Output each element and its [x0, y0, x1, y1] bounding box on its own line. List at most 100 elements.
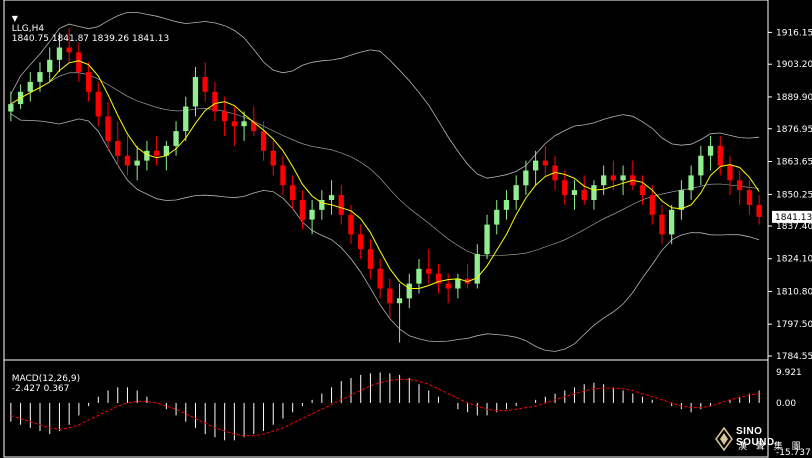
candle [328, 180, 335, 215]
candle-body [746, 190, 753, 205]
candle-body [562, 180, 568, 196]
candle [727, 155, 733, 196]
candle [56, 32, 63, 73]
candle [270, 140, 276, 176]
logo-text-en: SINO SOUND [736, 426, 775, 448]
candle [202, 62, 208, 102]
candle-body [328, 195, 335, 200]
candle-body [523, 170, 529, 186]
candle-body [27, 81, 33, 92]
chart-header: ▼ LLG,H4 1840.75 1841.87 1839.26 1841.13 [6, 4, 169, 44]
candle [367, 239, 374, 279]
candle-body [659, 214, 665, 235]
candle [183, 96, 189, 141]
y-tick-label: 1824.10 [776, 255, 812, 265]
candle [105, 101, 111, 151]
candle-body [698, 155, 704, 176]
y-tick-label: 1797.50 [776, 320, 812, 330]
candle-body [95, 91, 101, 117]
bollinger-lower-band [10, 113, 760, 352]
collapse-triangle-icon[interactable]: ▼ [11, 14, 18, 23]
candle-body [377, 268, 383, 289]
candle [630, 160, 636, 191]
candle-body [299, 200, 305, 220]
candle-body [231, 121, 237, 127]
candle-body [144, 150, 150, 161]
candle-body [56, 47, 63, 60]
candle-body [47, 59, 53, 73]
candle-body [115, 141, 121, 156]
candle-body [348, 214, 354, 235]
candle [37, 62, 43, 92]
logo-diamond-icon [715, 426, 733, 452]
y-tick-label: 1837.40 [776, 222, 812, 232]
candle [542, 145, 548, 176]
candle [260, 121, 267, 161]
candle [27, 72, 33, 102]
candle-body [134, 160, 140, 166]
macd-y-tick-label: -15.737 [776, 448, 811, 458]
candle-body [241, 121, 247, 127]
candle-body [319, 200, 325, 210]
candle-body [601, 175, 607, 186]
candle-body [756, 204, 762, 217]
candle [231, 106, 237, 146]
bollinger-bands [10, 12, 760, 352]
candle-body [678, 190, 684, 210]
y-tick-label: 1916.15 [776, 28, 812, 38]
candle [154, 136, 160, 166]
y-tick-label: 1863.65 [776, 157, 812, 167]
candle [8, 91, 14, 122]
candle-body [533, 160, 539, 171]
candle-body [688, 175, 694, 191]
candle-body [620, 175, 626, 181]
candle-body [105, 116, 111, 141]
candle [707, 136, 714, 171]
candle-body [717, 145, 723, 166]
candle [299, 190, 305, 230]
candle [669, 204, 675, 245]
candle-body [85, 72, 92, 92]
macd-y-tick-label: 0.00 [776, 399, 796, 409]
candle [445, 273, 451, 304]
candle [620, 165, 626, 196]
candle-body [192, 77, 199, 107]
candle-body [426, 268, 432, 274]
current-price-tag [772, 210, 812, 223]
candle [523, 160, 529, 196]
y-tick-label: 1810.80 [776, 287, 812, 297]
candle-body [202, 77, 208, 92]
candle [746, 180, 753, 215]
candle [464, 263, 471, 289]
candle-body [406, 283, 412, 299]
candle-body [571, 190, 578, 195]
candle-body [260, 131, 267, 151]
candle [494, 199, 500, 235]
macd-y-tick-label: 9.921 [776, 368, 802, 378]
candle-body [591, 185, 597, 200]
candle-body [513, 185, 519, 200]
macd-panel-frame [3, 359, 769, 458]
candle [396, 283, 403, 343]
candle [562, 170, 568, 205]
candle-body [309, 209, 315, 220]
candle [591, 180, 597, 210]
candle [688, 165, 694, 200]
candle [319, 190, 325, 220]
candle-body [37, 72, 43, 82]
candle-body [445, 283, 451, 289]
candle-body [66, 47, 72, 53]
candle [358, 224, 364, 259]
candle [581, 175, 587, 205]
sino-sound-logo: SINO SOUND 漢 聲 集 團 [714, 426, 804, 452]
candle [241, 111, 247, 141]
candle [144, 140, 150, 171]
candle-body [484, 224, 490, 255]
bollinger-upper-band [10, 12, 760, 179]
candle [173, 121, 179, 156]
candle [435, 263, 442, 294]
candle-body [581, 190, 587, 200]
moving-average [10, 60, 760, 289]
candle-body [212, 91, 218, 112]
